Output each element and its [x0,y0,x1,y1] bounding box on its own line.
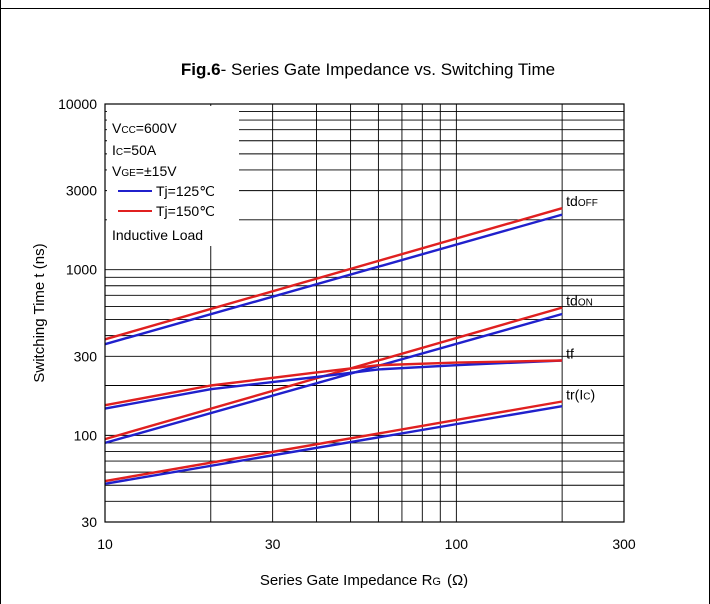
curve-label-tdon: tdON [566,293,593,309]
curve-label-tdoff: tdOFF [566,193,598,209]
condition-ic: IC=50A [112,142,157,158]
x-tick-label: 100 [445,536,469,552]
plot-area-border [104,103,625,523]
curve-tdoff-150 [104,207,563,341]
y-tick-label: 10000 [58,96,97,112]
curve-tric-125 [104,405,563,485]
grid-lines [105,104,624,522]
curve-tdon-125 [104,312,563,445]
legend-label-150: Tj=150℃ [156,203,215,219]
curve-tdon-150 [104,306,563,441]
info-box-bg [107,106,239,246]
x-tick-label: 300 [612,536,636,552]
curve-label-tf: tf [566,346,574,362]
chart-title-fig: Fig.6 [181,60,221,79]
y-tick-labels: 30 100 300 1000 3000 10000 [58,96,97,530]
x-tick-labels: 10 30 100 300 [97,536,636,552]
info-box: VCC=600V IC=50A VGE=±15V Tj=125℃ Tj=150℃… [107,106,239,246]
curve-label-tric: tr(IC) [566,387,595,403]
curve-tdoff-125 [104,213,563,346]
curve-tf-150 [104,359,563,407]
condition-vcc: VCC=600V [112,120,177,136]
x-tick-label: 30 [265,536,281,552]
curve-tric-150 [104,400,563,483]
x-tick-label: 10 [97,536,113,552]
chart-title: Fig.6- Series Gate Impedance vs. Switchi… [181,60,555,79]
condition-vge: VGE=±15V [112,163,177,179]
curve-tf-125 [104,359,563,410]
y-tick-label: 1000 [66,262,97,278]
y-tick-label: 100 [74,427,98,443]
y-tick-label: 3000 [66,183,97,199]
y-tick-label: 300 [74,348,98,364]
inductive-load-note: Inductive Load [112,227,203,243]
y-tick-label: 30 [81,514,97,530]
y-axis-label: Switching Time t (ns) [31,243,48,382]
chart-title-text: - Series Gate Impedance vs. Switching Ti… [221,60,555,79]
legend-label-125: Tj=125℃ [156,183,215,199]
x-axis-label: Series Gate Impedance RG (Ω) [260,572,468,589]
curve-labels: tdOFF tdON tf tr(IC) [566,193,598,402]
data-curves [104,207,563,485]
